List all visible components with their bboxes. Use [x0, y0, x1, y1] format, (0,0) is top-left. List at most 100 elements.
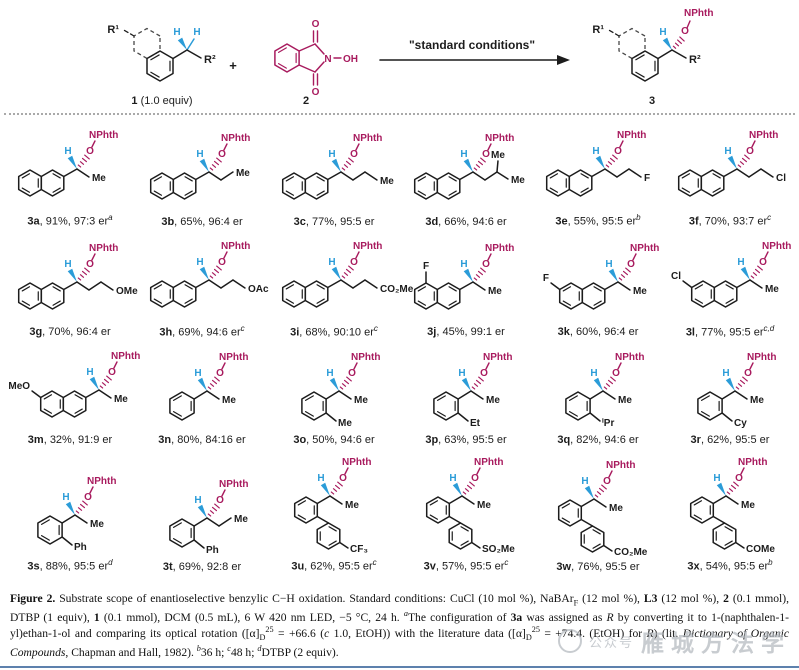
hashed-stereo-bond: [469, 481, 475, 487]
inner-bond: [52, 286, 61, 292]
caption-segment: F: [573, 597, 579, 607]
nphth-label: NPhth: [351, 352, 380, 363]
o-label: O: [218, 257, 226, 268]
aromatic-ring: [436, 282, 461, 311]
n-o-bond: [686, 20, 691, 29]
caption-segment: d: [257, 644, 262, 654]
bond: [31, 390, 42, 399]
inner-bond: [725, 298, 734, 304]
biaryl-bond: [448, 516, 462, 525]
hashed-stereo-bond: [213, 268, 219, 273]
inner-bond: [184, 190, 193, 196]
caption-segment: (12 mol %),: [657, 591, 724, 605]
bond: [340, 170, 354, 181]
para-substituent-label: COMe: [746, 544, 775, 555]
h-label: H: [713, 473, 720, 484]
caption-segment: D: [259, 633, 266, 643]
inner-bond: [448, 300, 457, 307]
hashed-stereo-bond: [733, 481, 739, 487]
caption-segment: The configuration of: [407, 610, 511, 624]
ortho-substituent-label: ⁱPr: [602, 417, 614, 429]
structure-3k: F H O NPhth Me: [543, 243, 659, 311]
bond: [604, 281, 619, 291]
hashed-stereo-bond: [473, 277, 478, 281]
structure-3m: MeO H O NPhth Me: [8, 351, 140, 419]
bond: [736, 278, 751, 288]
aromatic-ring: [304, 279, 329, 308]
h-label: H: [605, 259, 612, 270]
hashed-stereo-bond: [348, 265, 354, 271]
o-label: O: [480, 368, 488, 379]
optional-fused-ring: [618, 27, 646, 60]
h-label: H: [590, 368, 597, 379]
caption-segment: , Chapman and Hall, 1982).: [65, 645, 197, 659]
n-o-bond: [476, 467, 481, 476]
structure-3d: H O NPhth Me Me: [413, 133, 525, 200]
wedge-stereo-bond: [725, 378, 735, 392]
n-o-bond: [632, 253, 637, 262]
nphth-label: NPhth: [606, 460, 635, 471]
compound-label-3v: 3v, 57%, 95:5 erc: [423, 558, 509, 573]
biaryl-bond: [580, 518, 594, 527]
bond: [325, 390, 340, 401]
inner-bond: [700, 395, 710, 402]
bond: [327, 170, 342, 180]
bond: [617, 281, 631, 292]
caption-segment: L3: [643, 591, 658, 605]
biaryl-bond: [712, 516, 726, 525]
inner-bond: [285, 298, 295, 304]
compound-label-3r: 3r, 62%, 95:5 er: [690, 434, 770, 447]
structure-3i: H O NPhth CO₂Me: [281, 241, 414, 308]
n-o-bond: [487, 142, 492, 151]
substituent-label: Cl: [776, 173, 786, 184]
hashed-stereo-bond: [343, 271, 349, 276]
inner-bond: [417, 190, 427, 196]
inner-bond: [436, 411, 446, 418]
substituent-label: Me: [609, 503, 623, 514]
aromatic-ring: [713, 279, 738, 308]
carbonyl-o-label: O: [312, 87, 320, 98]
inner-bond: [549, 187, 559, 193]
inner-bond: [712, 173, 721, 179]
inner-bond: [150, 71, 160, 78]
hashed-stereo-bond: [84, 267, 90, 273]
hashed-stereo-bond: [77, 507, 83, 512]
hashed-stereo-bond: [752, 271, 758, 276]
hashed-stereo-bond: [754, 268, 760, 273]
o-label: O: [681, 26, 689, 37]
hashed-stereo-bond: [209, 383, 215, 388]
bond: [316, 495, 331, 505]
caption-segment: (0.1 mmol), DCM (0.5 mL), 6 W 420 nm LED…: [99, 610, 404, 624]
hashed-stereo-bond: [610, 376, 616, 382]
nphth-label: NPhth: [353, 133, 382, 144]
structure-3v: SO₂Me H O NPhth Me: [425, 457, 515, 555]
inner-bond: [592, 529, 601, 535]
hashed-stereo-bond: [214, 376, 220, 382]
hashed-stereo-bond: [679, 36, 685, 42]
ring-substituent-label: MeO: [8, 381, 30, 392]
wedge-stereo-bond: [67, 155, 77, 169]
h-label: H: [449, 473, 456, 484]
compound-cell-3g: H O NPhth OMe 3g, 70%, 96:4 er: [4, 228, 138, 338]
caption-segment: b: [196, 644, 201, 654]
bond: [76, 281, 90, 292]
hashed-stereo-bond: [348, 157, 354, 163]
substituent-label: OMe: [116, 286, 138, 297]
bond: [682, 279, 693, 288]
hashed-stereo-bond: [211, 506, 218, 512]
caption-segment: (0.1 mmol), DTBP (1 equiv),: [10, 591, 789, 624]
wedge-stereo-bond: [67, 269, 77, 283]
bond: [98, 389, 112, 400]
bond: [457, 412, 469, 423]
bond: [448, 495, 463, 505]
bond: [760, 168, 774, 178]
inner-bond: [417, 175, 427, 182]
o-label: O: [614, 146, 622, 157]
hashed-stereo-bond: [341, 167, 346, 171]
inner-bond: [184, 175, 193, 182]
para-substituent-label: SO₂Me: [482, 544, 515, 555]
ortho-substituent-label: Me: [338, 418, 352, 429]
wedge-stereo-bond: [463, 269, 473, 283]
structure-3p: Et H O NPhth Me: [433, 352, 512, 429]
h-label: H: [722, 368, 729, 379]
